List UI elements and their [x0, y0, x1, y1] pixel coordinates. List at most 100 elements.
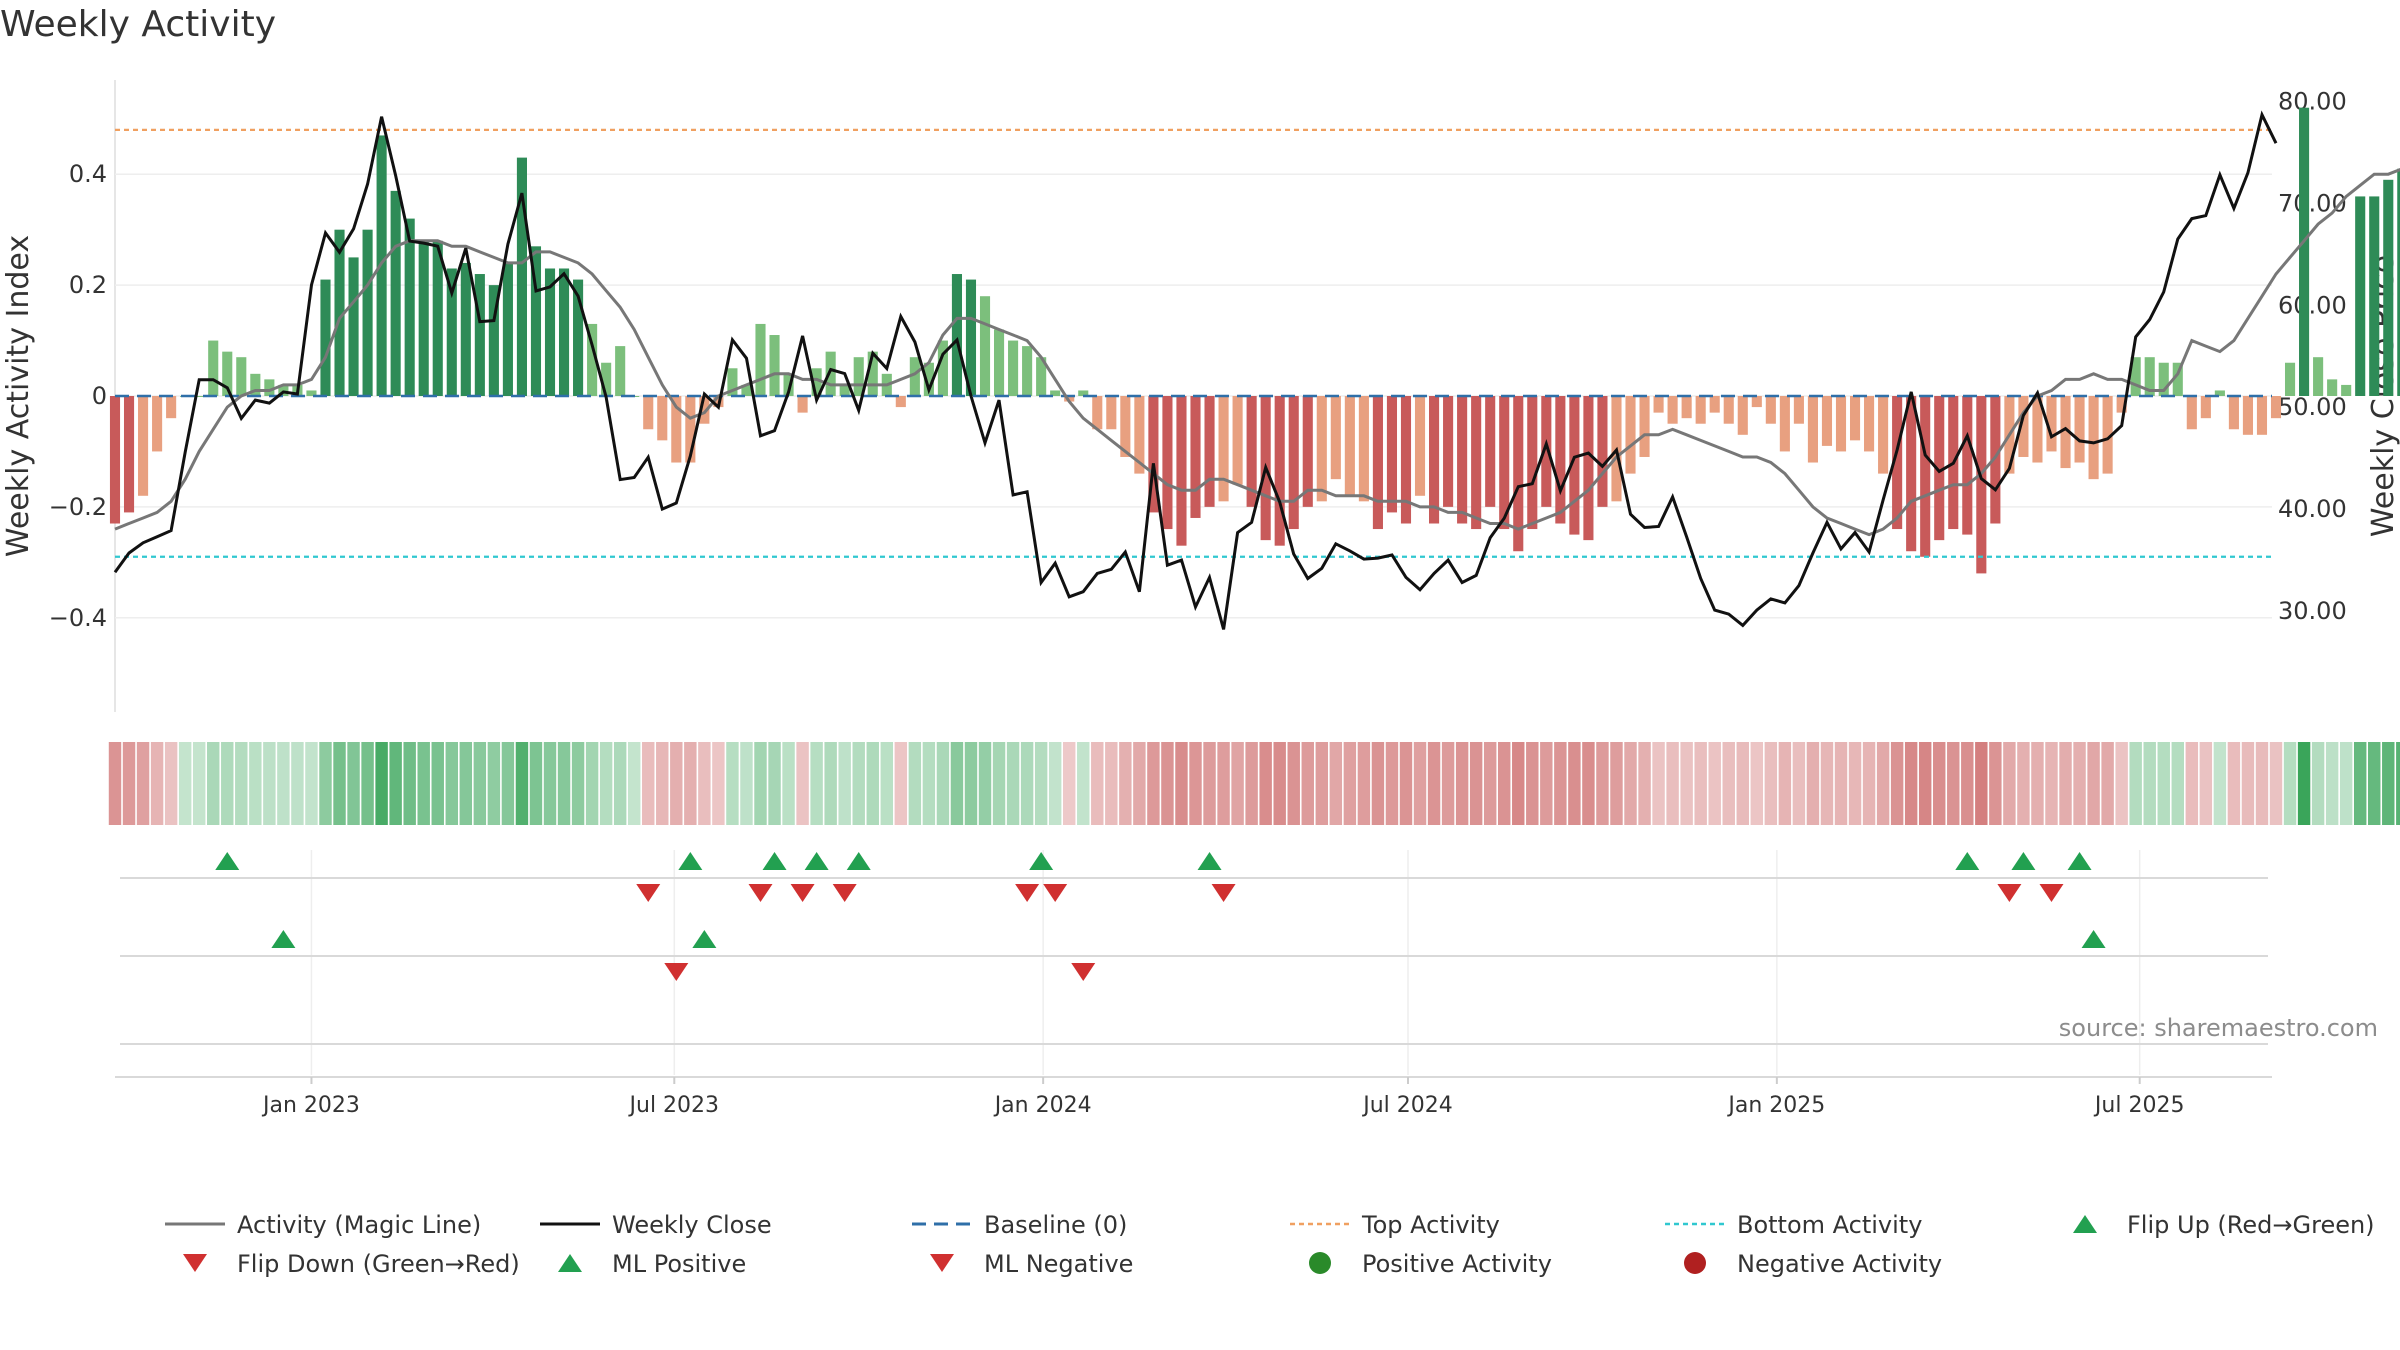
activity-bar [615, 346, 626, 396]
heat-cell [1947, 742, 1960, 825]
legend-label: Flip Down (Green→Red) [237, 1250, 520, 1278]
heat-cell [613, 742, 627, 825]
activity-bar [558, 268, 570, 396]
activity-bar [2214, 390, 2225, 396]
activity-bar [2088, 396, 2099, 480]
flip-up-marker [678, 852, 703, 870]
heat-cell [1343, 742, 1357, 825]
heat-cell [235, 742, 248, 825]
activity-bar [460, 262, 471, 396]
activity-bar [2256, 396, 2268, 435]
heat-cell [361, 742, 374, 825]
activity-bar [1330, 396, 1341, 480]
activity-bar [2158, 362, 2169, 396]
legend-item: Flip Down (Green→Red) [183, 1250, 520, 1278]
activity-bar [488, 285, 499, 396]
heat-cell [796, 742, 809, 825]
heat-cell [2382, 742, 2395, 825]
legend-label: ML Positive [612, 1250, 746, 1278]
activity-bar [1386, 396, 1398, 513]
activity-bar [2018, 396, 2029, 457]
flip-down-marker [748, 884, 773, 902]
ml-negative-marker [1071, 963, 1096, 981]
heat-cell [1469, 742, 1483, 825]
legend-swatch [558, 1254, 582, 1272]
activity-bar [1036, 357, 1047, 396]
activity-bar [1892, 396, 1903, 530]
activity-bar [1667, 396, 1678, 424]
heat-cell [2199, 742, 2213, 825]
activity-bar [1807, 396, 1818, 463]
heat-cell [487, 742, 501, 825]
heat-cell [768, 742, 781, 825]
heat-cell [1301, 742, 1314, 825]
heat-cell [1694, 742, 1707, 825]
heat-cell [978, 742, 992, 825]
activity-bar [1120, 396, 1131, 457]
legend-item: Bottom Activity [1665, 1211, 1922, 1239]
activity-bar [2355, 196, 2366, 396]
heat-cell [150, 742, 164, 825]
heat-cell [1624, 742, 1637, 825]
heat-cell [1582, 742, 1595, 825]
legend-swatch [183, 1254, 207, 1272]
activity-bar [362, 229, 373, 396]
heat-cell [2003, 742, 2016, 825]
heat-cell [1652, 742, 1665, 825]
x-tick-label: Jan 2023 [261, 1093, 360, 1118]
heat-cell [852, 742, 865, 825]
activity-bar [839, 384, 850, 396]
activity-bar [2284, 362, 2296, 396]
activity-bar [544, 268, 556, 396]
y2-tick-label: 50.00 [2278, 393, 2347, 421]
heat-cell [1217, 742, 1230, 825]
heat-cell [1596, 742, 1609, 825]
y-tick-label: 0.2 [69, 271, 107, 299]
activity-bar [1344, 396, 1355, 496]
heat-cell [305, 742, 318, 825]
flip-down-marker [1043, 884, 1068, 902]
activity-bar [250, 373, 261, 396]
activity-bar [699, 396, 710, 424]
activity-bar [1864, 396, 1875, 452]
activity-bar [1148, 396, 1159, 513]
heat-cell [1245, 742, 1258, 825]
activity-bar [1134, 396, 1145, 474]
activity-bar [1078, 390, 1089, 396]
activity-bar [1821, 396, 1833, 446]
activity-bar [1920, 396, 1931, 557]
legend-label: Bottom Activity [1737, 1211, 1922, 1239]
heat-cell [2059, 742, 2072, 825]
legend-label: Top Activity [1361, 1211, 1500, 1239]
activity-bar [166, 396, 177, 419]
activity-bar [390, 190, 401, 396]
activity-bar [109, 396, 121, 524]
heat-cell [1904, 742, 1918, 825]
heat-cell [1231, 742, 1244, 825]
heat-cell [1259, 742, 1272, 825]
heat-cell [417, 742, 430, 825]
activity-bar [1934, 396, 1945, 541]
activity-bar [1471, 396, 1482, 530]
heat-cell [1862, 742, 1876, 825]
heat-cell [1273, 742, 1286, 825]
activity-bar [2186, 396, 2197, 430]
heat-cell [1077, 742, 1090, 825]
legend-label: Flip Up (Red→Green) [2127, 1211, 2375, 1239]
activity-bar [1372, 396, 1383, 530]
heat-cell [1006, 742, 1020, 825]
heat-cell [1483, 742, 1497, 825]
activity-bar [516, 157, 527, 396]
heat-cell [1722, 742, 1735, 825]
heat-cell [1764, 742, 1778, 825]
heat-cell [178, 742, 192, 825]
heat-cell [1890, 742, 1904, 825]
legend-item: Baseline (0) [912, 1211, 1127, 1239]
legend-swatch [930, 1254, 954, 1272]
activity-bar [1316, 396, 1327, 502]
heat-cell [1315, 742, 1329, 825]
activity-bar [671, 396, 682, 463]
activity-bar [1218, 396, 1229, 502]
activity-bar [1541, 396, 1552, 507]
